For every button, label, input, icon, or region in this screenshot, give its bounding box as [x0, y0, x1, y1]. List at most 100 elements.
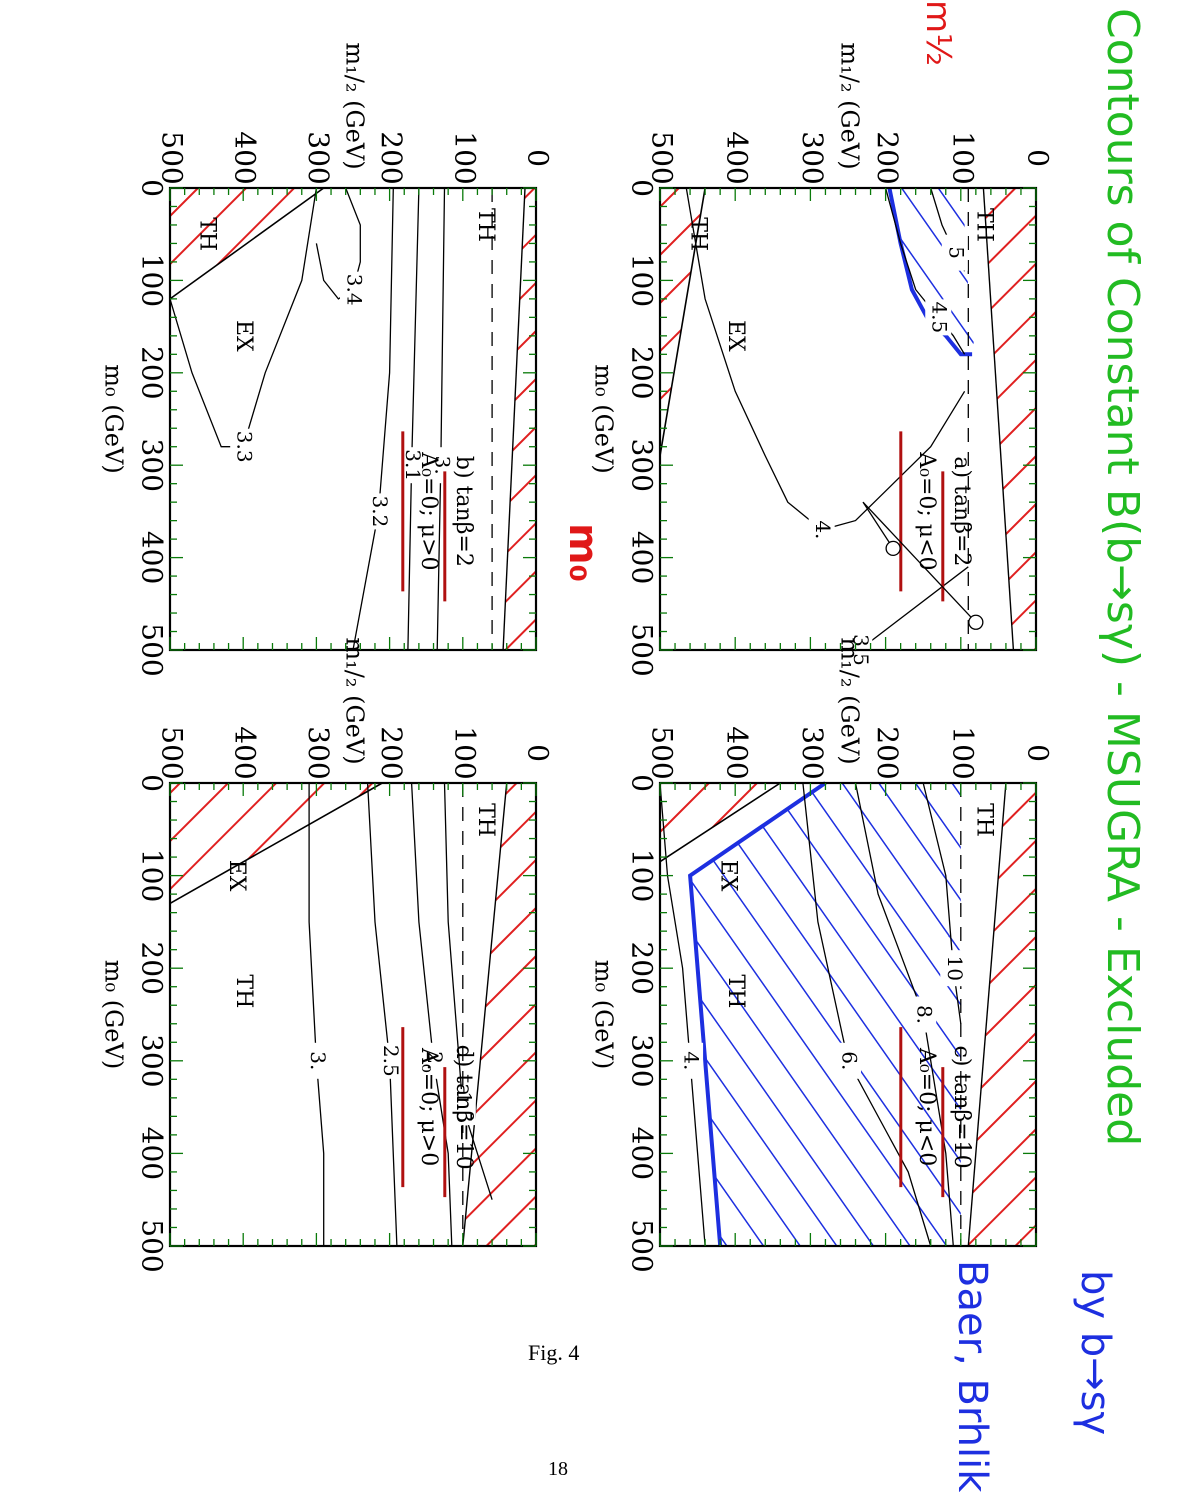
contour-line — [407, 187, 420, 651]
y-tick-label: 400 — [721, 726, 754, 779]
y-tick-label: 100 — [448, 726, 481, 779]
contour-label: 3.3 — [233, 431, 257, 463]
y-tick-label: 300 — [302, 726, 335, 779]
contour-label: 4.5 — [928, 301, 952, 333]
region-label-ex: EX — [716, 860, 741, 892]
panel-b: 3.43.33.23.1 3.01002003004005000100200300… — [100, 42, 555, 676]
y-axis-label: m₁/₂ (GeV) — [341, 42, 369, 169]
panel-label: a) tanβ=2 — [949, 456, 974, 566]
region-label-ex: EX — [224, 860, 249, 892]
contour-label: 3. — [430, 456, 454, 475]
figure-caption: Fig. 4 — [528, 1340, 580, 1365]
contour-label: 4. — [680, 1051, 704, 1070]
th-excluded-region-lower — [503, 188, 536, 650]
y-tick-label: 200 — [871, 131, 904, 184]
y-tick-label: 100 — [448, 131, 481, 184]
region-label-th: TH — [473, 803, 498, 837]
bsg-excluded-region — [889, 188, 976, 355]
region-label-th: TH — [686, 217, 711, 251]
region-label-ex: EX — [723, 320, 748, 352]
th-boundary-upper — [659, 782, 781, 863]
contour-line — [659, 782, 706, 1247]
x-tick-label: 300 — [136, 438, 169, 491]
x-tick-label: 0 — [626, 774, 659, 792]
x-tick-label: 200 — [626, 941, 659, 994]
bsg-excluded-boundary — [688, 781, 827, 1247]
contour-label: 3.1 — [401, 449, 425, 481]
th-excluded-region-lower — [462, 783, 536, 1246]
region-label-th: TH — [195, 217, 220, 251]
pointer-arrowhead — [968, 614, 984, 630]
plot-frame — [658, 186, 1038, 652]
contour-label-bg — [808, 511, 835, 548]
y-tick-label: 500 — [156, 131, 189, 184]
y-tick-label: 200 — [375, 726, 408, 779]
contour-line — [352, 187, 394, 651]
handwritten-by-bsg: by b→sγ — [1072, 1270, 1118, 1436]
contour-label-bg — [835, 1042, 861, 1079]
panel-label: d) tanβ=10 — [451, 1045, 476, 1170]
plot-frame — [168, 186, 538, 652]
th-boundary-upper — [169, 782, 383, 905]
x-tick-label: 100 — [136, 254, 169, 307]
x-tick-label: 500 — [626, 623, 659, 676]
y-tick-label: 100 — [946, 131, 979, 184]
ex-boundary-lower — [982, 187, 1015, 651]
x-axis-label: m₀ (GeV) — [590, 960, 618, 1069]
x-tick-label: 300 — [626, 438, 659, 491]
region-label-th: TH — [971, 803, 996, 837]
th-boundary-upper — [659, 187, 706, 457]
y-tick-label: 500 — [156, 726, 189, 779]
contour-line — [922, 782, 962, 1024]
x-tick-label: 400 — [626, 1127, 659, 1180]
handwritten-mhalf-mark: m½ — [918, 0, 958, 67]
x-tick-label: 0 — [136, 179, 169, 197]
th-excluded-region-lower — [968, 783, 1036, 1246]
handwritten-title: Contours of Constant B(b→sγ) - MSUGRA - … — [1097, 8, 1148, 1146]
panel-params: A₀=0; μ>0 — [416, 451, 441, 570]
contour-label-bg — [677, 1042, 704, 1079]
contour-label: 1.5 — [452, 1091, 476, 1123]
contour-line — [685, 187, 966, 531]
x-tick-label: 400 — [136, 1127, 169, 1180]
pointer-arrow — [862, 501, 977, 623]
x-tick-label: 0 — [626, 179, 659, 197]
y-tick-label: 0 — [522, 744, 555, 762]
ex-boundary-lower — [462, 782, 508, 1247]
contour-label: 3.4 — [343, 274, 367, 306]
page-number: 18 — [548, 1458, 568, 1480]
y-tick-label: 0 — [522, 149, 555, 167]
pointer-arrow — [862, 501, 894, 549]
contour-label: 10 — [943, 955, 967, 980]
x-tick-label: 500 — [136, 623, 169, 676]
plot-frame — [658, 781, 1038, 1248]
handwritten-m0-mark: m₀ — [560, 523, 606, 583]
axis-ticks — [169, 782, 537, 1247]
region-label-th: TH — [971, 208, 996, 242]
contour-line — [443, 782, 493, 1200]
y-tick-label: 200 — [871, 726, 904, 779]
y-tick-label: 400 — [229, 726, 262, 779]
panel-label: c) tanβ=10 — [949, 1046, 974, 1169]
y-tick-label: 0 — [1022, 149, 1055, 167]
panel-c: 4. 6.8.1001002003004005000100200300400500… — [590, 637, 1055, 1272]
axis-ticks — [659, 782, 1037, 1247]
y-axis-label: m₁/₂ (GeV) — [836, 42, 864, 169]
contour-label-bg — [230, 428, 257, 465]
contour-line — [366, 782, 398, 1247]
y-tick-label: 500 — [646, 131, 679, 184]
contour-label: 3. — [306, 1051, 330, 1070]
x-axis-label: m₀ (GeV) — [100, 364, 128, 473]
handwritten-authors: Baer, Brhlik — [949, 1260, 995, 1492]
axis-ticks — [169, 187, 537, 651]
panel-d: 3. 2.5 2.1.5010020030040050001002003004005… — [100, 637, 555, 1272]
contour-label-bg — [925, 299, 952, 336]
ex-boundary-lower — [967, 782, 1007, 1247]
y-tick-label: 400 — [721, 131, 754, 184]
y-tick-label: 300 — [302, 131, 335, 184]
th-excluded-region-lower — [983, 188, 1036, 650]
x-tick-label: 500 — [626, 1219, 659, 1272]
y-tick-label: 200 — [375, 131, 408, 184]
x-tick-label: 400 — [626, 531, 659, 584]
x-tick-label: 200 — [626, 346, 659, 399]
